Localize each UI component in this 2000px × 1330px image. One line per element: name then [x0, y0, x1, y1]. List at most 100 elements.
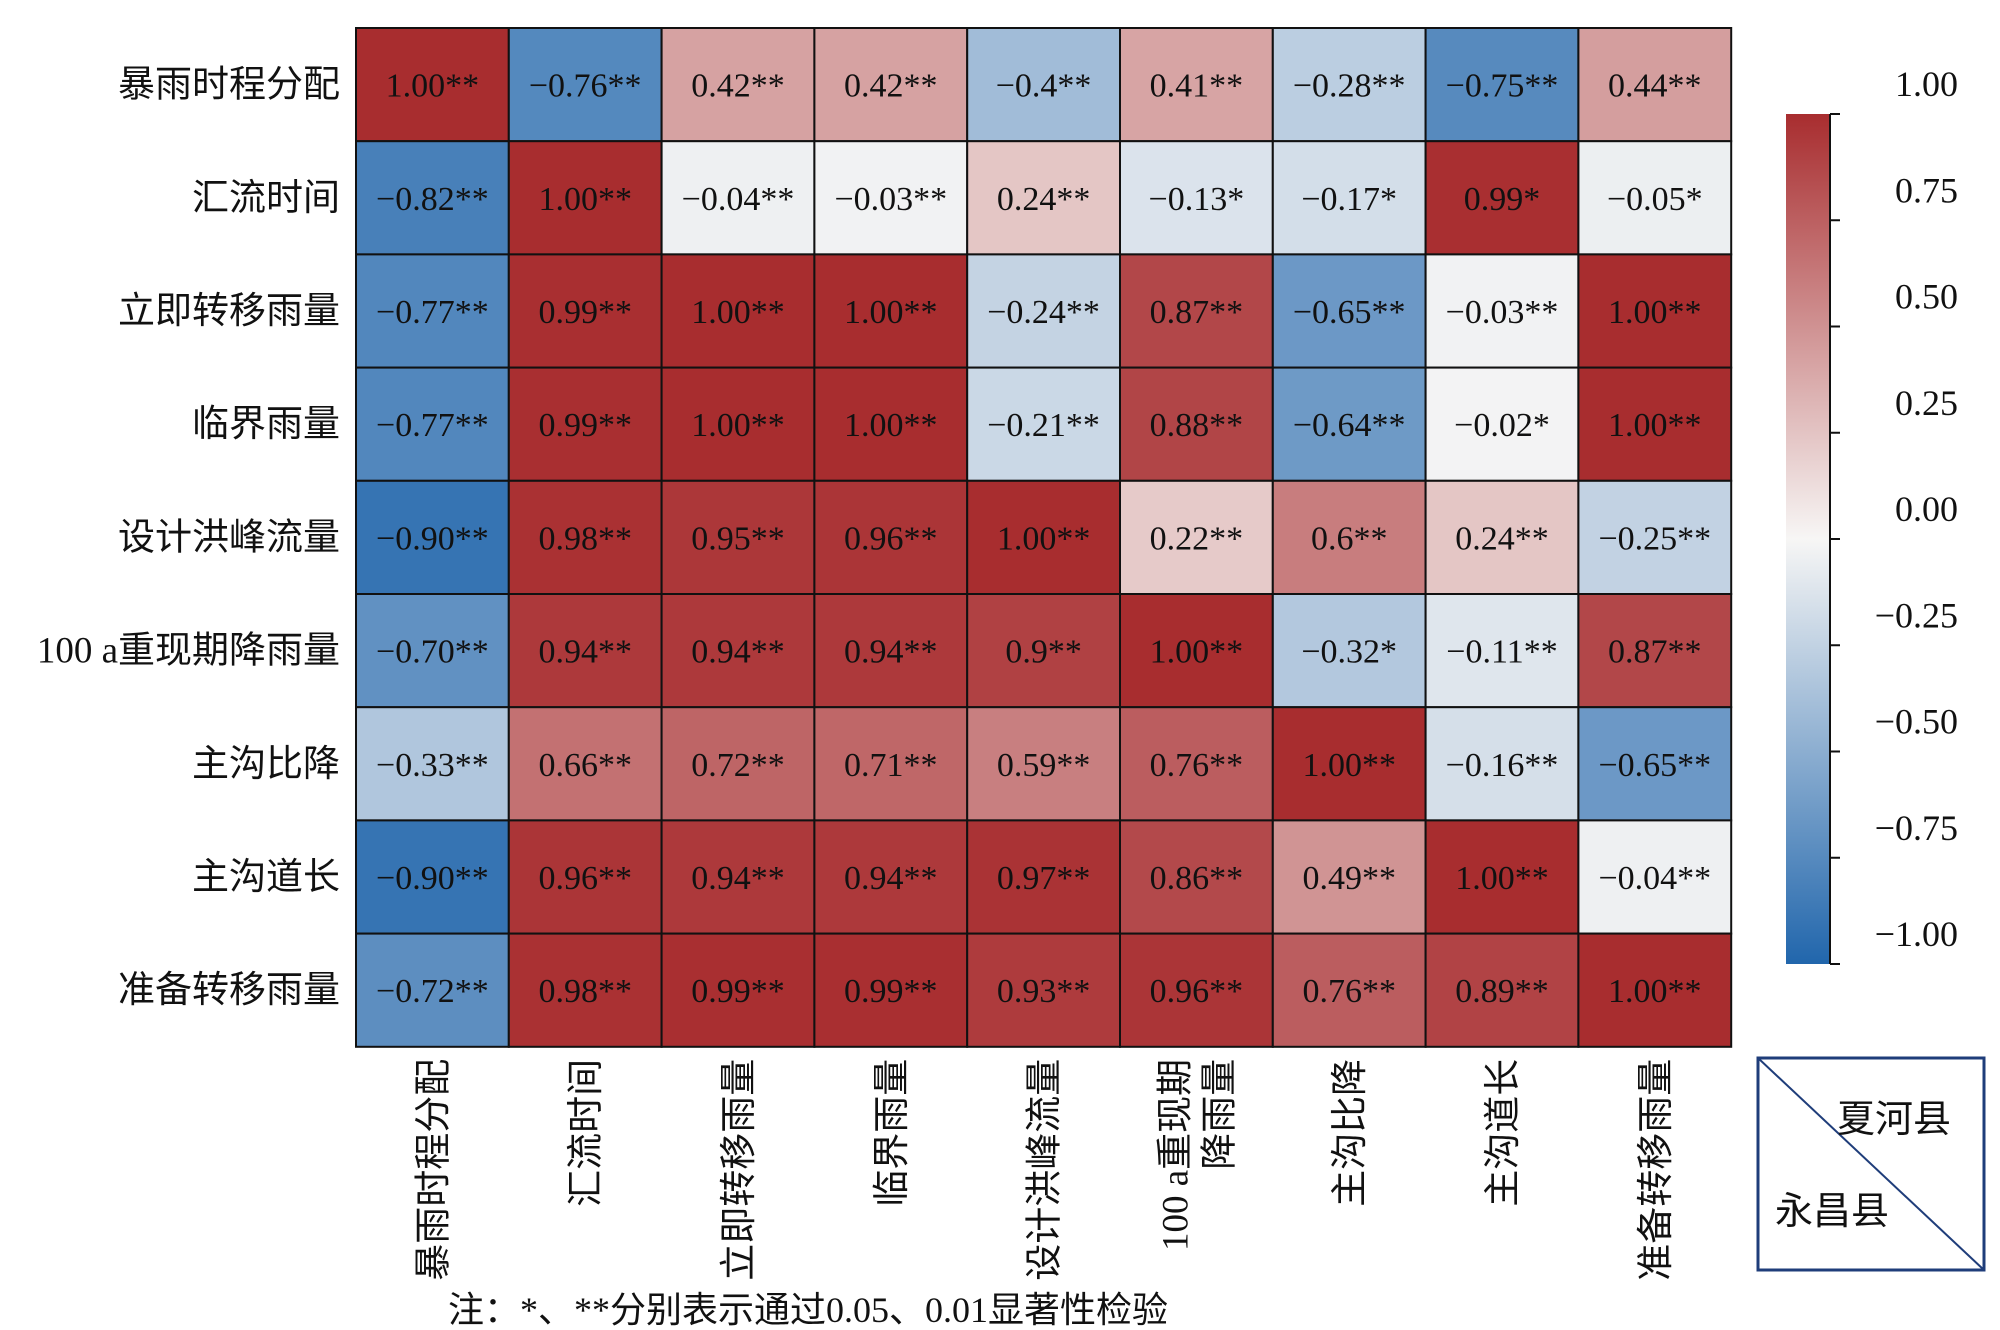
- cell-value-label: 0.66**: [538, 747, 632, 784]
- cell-value-label: −0.21**: [987, 407, 1100, 444]
- cell-value-label: −0.75**: [1446, 68, 1559, 105]
- colorbar-tick-label: 0.75: [1895, 170, 1958, 210]
- cell-value-label: −0.16**: [1446, 747, 1559, 784]
- heatmap-cell: [507, 27, 663, 143]
- legend-frame: [1756, 1056, 1986, 1272]
- colorbar-tick-label: −0.25: [1875, 595, 1958, 635]
- cell-value-label: 0.96**: [538, 860, 632, 897]
- heatmap-cell: [813, 819, 969, 935]
- heatmap-cell: [1577, 140, 1733, 256]
- heatmap-cell: [355, 819, 510, 935]
- cell-value-label: 0.9**: [1005, 634, 1082, 671]
- colorbar-tick-label: −0.75: [1875, 808, 1958, 848]
- heatmap-cell: [966, 140, 1122, 256]
- heatmap-cell: [660, 140, 816, 256]
- cell-value-label: 0.86**: [1150, 860, 1244, 897]
- cell-value-label: 0.72**: [691, 747, 785, 784]
- cell-value-label: 0.94**: [844, 634, 938, 671]
- cell-value-label: 0.99**: [538, 294, 632, 331]
- heatmap-cell: [1119, 819, 1274, 935]
- row-label: 主沟道长: [192, 856, 340, 898]
- cell-value-label: −0.25**: [1598, 520, 1711, 557]
- colorbar-tick-label: 0.25: [1895, 383, 1958, 423]
- row-label: 准备转移雨量: [118, 970, 340, 1011]
- cell-value-label: −0.33**: [376, 747, 489, 784]
- heatmap-cell: [355, 706, 510, 822]
- heatmap-cell-labels: 1.00** −0.76** 0.42** 0.42** −0.4** 0.41** −0.…: [376, 68, 1711, 1011]
- cell-value-label: 0.42**: [844, 68, 938, 105]
- cell-value-label: 0.94**: [691, 634, 785, 671]
- cell-value-label: −0.90**: [376, 520, 489, 557]
- cell-value-label: 0.41**: [1150, 68, 1244, 105]
- colorbar-tick-label: −1.00: [1875, 914, 1958, 954]
- cell-value-label: 1.00**: [1455, 860, 1549, 897]
- heatmap-cell: [813, 366, 969, 482]
- heatmap-cell: [1271, 819, 1427, 935]
- cell-value-label: −0.64**: [1293, 407, 1406, 444]
- heatmap-cell: [660, 593, 816, 709]
- significance-note: 注：*、**分别表示通过0.05、0.01显著性检验: [448, 1290, 1169, 1330]
- cell-value-label: 1.00**: [1608, 407, 1702, 444]
- cell-value-label: 0.24**: [1455, 520, 1549, 557]
- heatmap-cell: [507, 366, 663, 482]
- cell-value-label: 0.71**: [844, 747, 938, 784]
- heatmap-cell: [1424, 140, 1580, 256]
- cell-value-label: 1.00**: [691, 407, 785, 444]
- cell-value-label: −0.72**: [376, 973, 489, 1010]
- column-label: 主沟道长: [1482, 1059, 1524, 1207]
- heatmap-cell: [660, 819, 816, 935]
- cell-value-label: 0.99*: [1464, 181, 1541, 218]
- cell-value-label: −0.82**: [376, 181, 489, 218]
- cell-value-label: −0.04**: [1598, 860, 1711, 897]
- cell-value-label: 0.99**: [538, 407, 632, 444]
- column-label: 100 a重现期: [1155, 1059, 1196, 1251]
- cell-value-label: −0.28**: [1293, 68, 1406, 105]
- heatmap-cell: [507, 932, 663, 1048]
- cell-value-label: −0.4**: [996, 68, 1092, 105]
- row-label: 主沟比降: [192, 743, 340, 785]
- cell-value-label: −0.90**: [376, 860, 489, 897]
- heatmap-cell: [1424, 593, 1580, 709]
- heatmap-cell: [507, 479, 663, 595]
- cell-value-label: 1.00**: [1150, 634, 1244, 671]
- cell-value-label: 0.87**: [1150, 294, 1244, 331]
- legend-upper-label: 夏河县: [1837, 1099, 1951, 1141]
- cell-value-label: 0.94**: [538, 634, 632, 671]
- cell-value-label: 0.44**: [1608, 68, 1702, 105]
- cell-value-label: −0.65**: [1598, 747, 1711, 784]
- heatmap-cell: [355, 253, 510, 369]
- heatmap-cell: [355, 27, 510, 143]
- heatmap-cell: [507, 593, 663, 709]
- legend-diagonal: [1757, 1057, 1985, 1271]
- cell-value-label: −0.11**: [1446, 634, 1557, 671]
- cell-value-label: 0.99**: [844, 973, 938, 1010]
- heatmap-cell: [966, 253, 1122, 369]
- heatmap-cell: [813, 479, 969, 595]
- cell-value-label: −0.76**: [529, 68, 642, 105]
- heatmap-cell: [1577, 366, 1733, 482]
- column-labels: 暴雨时程分配 汇流时间 立即转移雨量 临界雨量 设计洪峰流量 100 a重现期 降雨量 主沟比…: [413, 1059, 1676, 1281]
- cell-value-label: 0.42**: [691, 68, 785, 105]
- heatmap-cell: [813, 932, 969, 1048]
- cell-value-label: 0.24**: [997, 181, 1091, 218]
- row-label: 设计洪峰流量: [118, 516, 340, 558]
- cell-value-label: 0.76**: [1302, 973, 1396, 1010]
- cell-value-label: 0.97**: [997, 860, 1091, 897]
- cell-value-label: −0.32*: [1301, 634, 1397, 671]
- cell-value-label: −0.04**: [682, 181, 795, 218]
- column-label: 暴雨时程分配: [413, 1059, 454, 1281]
- cell-value-label: 1.00**: [844, 407, 938, 444]
- heatmap-cell: [966, 932, 1122, 1048]
- cell-value-label: 0.88**: [1150, 407, 1244, 444]
- cell-value-label: 0.94**: [691, 860, 785, 897]
- heatmap-cell: [1271, 932, 1427, 1048]
- heatmap-cell: [355, 366, 510, 482]
- heatmap-cell: [1119, 479, 1274, 595]
- heatmap-cell: [355, 479, 510, 595]
- cell-value-label: −0.03**: [834, 181, 947, 218]
- cell-value-label: 0.59**: [997, 747, 1091, 784]
- heatmap-cell: [1271, 479, 1427, 595]
- column-label: 立即转移雨量: [718, 1059, 760, 1281]
- cell-value-label: 1.00**: [1302, 747, 1396, 784]
